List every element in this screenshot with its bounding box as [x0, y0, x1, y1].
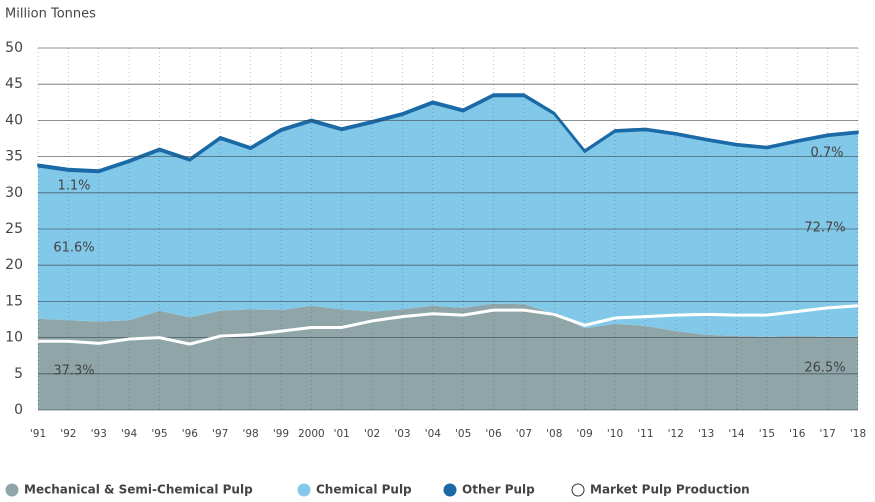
x-tick-label: '07 — [516, 428, 532, 440]
annotation: 72.7% — [804, 221, 845, 236]
area — [38, 96, 858, 337]
x-tick-label: '92 — [60, 428, 76, 440]
x-tick-label: '18 — [850, 428, 866, 440]
y-tick-label: 15 — [5, 293, 23, 309]
legend-marker — [443, 483, 457, 497]
x-tick-label: '04 — [425, 428, 442, 440]
x-tick-label: '16 — [789, 428, 806, 440]
legend-marker — [297, 483, 311, 497]
x-tick-label: '97 — [212, 428, 228, 440]
x-tick-label: '01 — [334, 428, 350, 440]
y-tick-label: 30 — [5, 185, 23, 201]
y-axis-label: Million Tonnes — [5, 7, 96, 22]
x-tick-label: '17 — [820, 428, 836, 440]
area — [37, 93, 859, 174]
x-tick-label: '98 — [242, 428, 258, 440]
legend-label: Market Pulp Production — [590, 483, 750, 497]
annotation: 1.1% — [57, 179, 90, 194]
y-tick-label: 25 — [5, 221, 23, 237]
x-tick-label: '99 — [273, 428, 289, 440]
x-tick-label: '06 — [485, 428, 502, 440]
x-tick-label: '91 — [30, 428, 46, 440]
y-tick-label: 50 — [5, 40, 23, 56]
x-tick-label: '15 — [759, 428, 775, 440]
annotation: 61.6% — [53, 241, 94, 256]
x-tick-label: '05 — [455, 428, 471, 440]
legend-marker — [5, 483, 19, 497]
legend-label: Mechanical & Semi-Chemical Pulp — [24, 483, 253, 497]
x-tick-label: '03 — [394, 428, 410, 440]
line — [38, 304, 859, 346]
annotation: 0.7% — [810, 146, 843, 161]
x-tick-label: '11 — [637, 428, 653, 440]
y-tick-label: 40 — [5, 112, 23, 128]
x-tick-label: '12 — [668, 428, 684, 440]
x-tick-label: '95 — [151, 428, 167, 440]
x-tick-label: '13 — [698, 428, 714, 440]
y-tick-label: 35 — [5, 149, 23, 165]
y-tick-label: 5 — [14, 366, 23, 382]
x-tick-label: '94 — [121, 428, 138, 440]
x-tick-label: '93 — [91, 428, 107, 440]
annotation: 26.5% — [804, 361, 845, 376]
x-tick-label: '08 — [546, 428, 562, 440]
y-tick-label: 20 — [5, 257, 23, 273]
y-tick-label: 0 — [14, 402, 23, 418]
y-tick-label: 45 — [5, 76, 23, 92]
x-tick-label: '02 — [364, 428, 380, 440]
x-tick-label: '10 — [607, 428, 623, 440]
legend-marker — [571, 483, 585, 497]
legend-label: Chemical Pulp — [316, 483, 412, 497]
legend-label: Other Pulp — [462, 483, 535, 497]
x-tick-label: '14 — [728, 428, 745, 440]
y-tick-label: 10 — [5, 330, 23, 346]
x-tick-label: '09 — [577, 428, 593, 440]
annotation: 37.3% — [53, 364, 94, 379]
x-tick-label: 2000 — [298, 428, 325, 440]
x-tick-label: '96 — [182, 428, 199, 440]
area — [38, 303, 858, 410]
